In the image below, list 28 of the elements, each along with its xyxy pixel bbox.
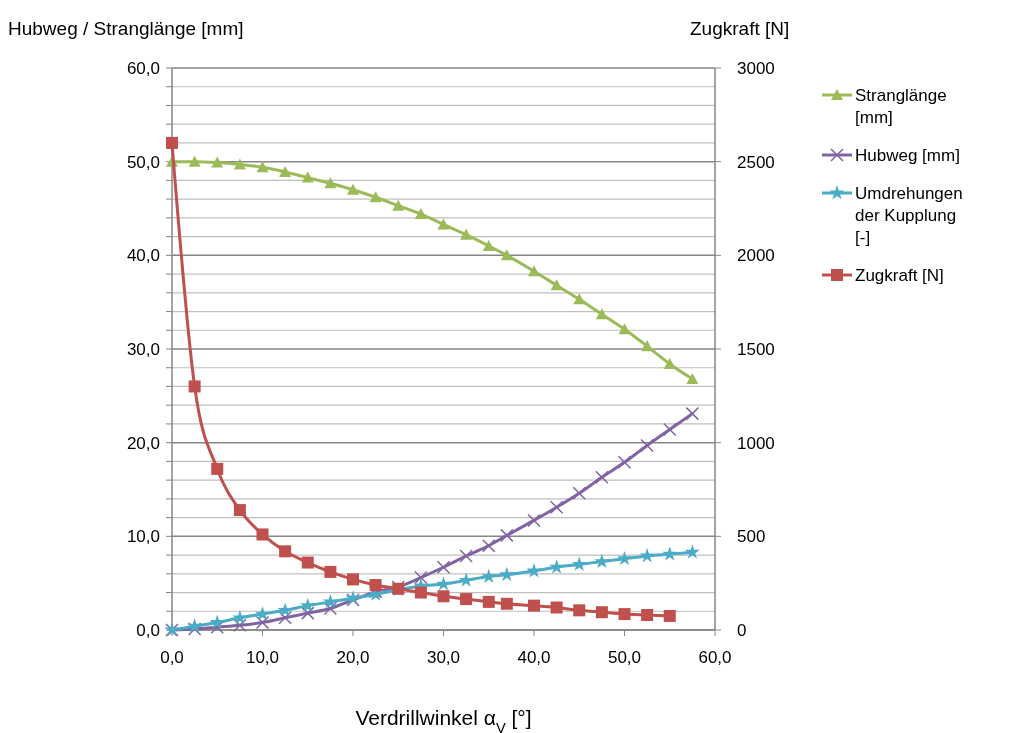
y-tick-label: 10,0 (126, 527, 160, 547)
legend-label: Umdrehungen der Kupplung [-] (855, 184, 963, 247)
x-axis-title: Verdrillwinkel α$_{V}$ [°] (355, 706, 532, 733)
x-tick-label: 0,0 (160, 648, 184, 667)
x-tick-label: 50,0 (607, 648, 642, 667)
y-tick-label: 0,0 (136, 621, 160, 640)
y2-axis-title: Zugkraft [N] (690, 18, 790, 39)
legend-label: Zugkraft [N] (855, 266, 944, 285)
y2-tick-label: 1500 (737, 340, 775, 359)
y-tick-label: 40,0 (126, 246, 160, 266)
x-tick-label: 20,0 (336, 648, 370, 667)
y-tick-label: 60,0 (126, 59, 160, 78)
legend-label: Hubweg [mm] (855, 146, 960, 165)
y2-tick-label: 1000 (737, 433, 775, 453)
y2-tick-label: 2000 (737, 246, 775, 266)
y2-tick-label: 0 (737, 621, 747, 640)
y2-tick-label: 500 (737, 527, 766, 547)
y-tick-label: 20,0 (126, 433, 160, 453)
y2-tick-label: 2500 (737, 152, 775, 172)
x-tick-label: 30,0 (426, 648, 461, 667)
legend-label: Stranglänge [mm] (855, 86, 947, 127)
x-tick-label: 60,0 (698, 648, 732, 667)
x-tick-label: 10,0 (245, 648, 280, 667)
y-tick-label: 30,0 (126, 340, 160, 359)
y-tick-label: 50,0 (126, 152, 160, 172)
y2-tick-label: 3000 (737, 59, 775, 78)
x-tick-label: 40,0 (517, 648, 551, 667)
y-axis-title: Hubweg / Stranglänge [mm] (8, 18, 244, 39)
